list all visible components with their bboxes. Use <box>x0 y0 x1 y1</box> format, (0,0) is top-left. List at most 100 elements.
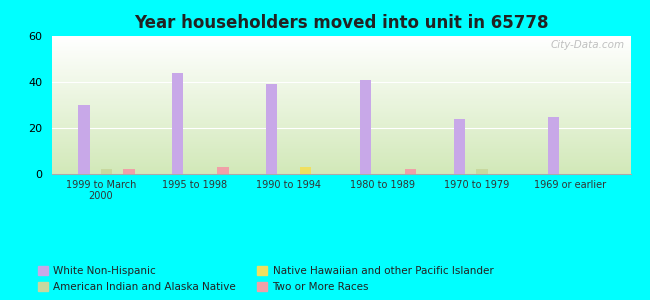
Bar <box>52 131 630 133</box>
Bar <box>52 148 630 149</box>
Bar <box>52 39 630 40</box>
Bar <box>52 144 630 145</box>
Bar <box>52 156 630 158</box>
Bar <box>52 52 630 54</box>
Bar <box>548 116 559 174</box>
Bar <box>172 73 183 174</box>
Bar <box>52 130 630 131</box>
Bar <box>52 153 630 155</box>
Bar <box>101 169 112 174</box>
Bar <box>405 169 417 174</box>
Bar <box>52 146 630 148</box>
Bar <box>52 88 630 90</box>
Bar <box>52 113 630 115</box>
Bar <box>52 172 630 174</box>
Bar <box>52 94 630 95</box>
Bar <box>52 69 630 70</box>
Bar <box>52 68 630 69</box>
Bar <box>52 151 630 152</box>
Legend: White Non-Hispanic, American Indian and Alaska Native, Native Hawaiian and other: White Non-Hispanic, American Indian and … <box>38 266 493 292</box>
Bar <box>52 167 630 169</box>
Bar <box>78 105 90 174</box>
Bar <box>52 47 630 48</box>
Bar <box>52 77 630 79</box>
Bar <box>52 80 630 82</box>
Bar <box>52 133 630 134</box>
Bar <box>52 135 630 137</box>
Bar <box>52 159 630 160</box>
Bar <box>52 155 630 156</box>
Bar <box>52 116 630 117</box>
Bar <box>52 48 630 50</box>
Bar <box>52 79 630 80</box>
Bar <box>52 171 630 172</box>
Bar <box>52 73 630 75</box>
Bar <box>266 84 278 174</box>
Bar <box>52 158 630 159</box>
Bar <box>52 103 630 105</box>
Bar <box>52 134 630 135</box>
Bar <box>52 76 630 77</box>
Bar <box>52 160 630 162</box>
Bar <box>52 117 630 119</box>
Bar <box>300 167 311 174</box>
Bar <box>52 152 630 153</box>
Bar <box>52 36 630 38</box>
Bar <box>52 166 630 167</box>
Bar <box>217 167 229 174</box>
Bar <box>52 40 630 41</box>
Bar <box>52 44 630 46</box>
Bar <box>124 169 135 174</box>
Bar <box>52 65 630 66</box>
Bar <box>52 169 630 170</box>
Title: Year householders moved into unit in 65778: Year householders moved into unit in 657… <box>134 14 549 32</box>
Bar <box>52 62 630 64</box>
Bar <box>52 95 630 97</box>
Bar <box>52 102 630 104</box>
Bar <box>360 80 371 174</box>
Bar <box>52 105 630 106</box>
Bar <box>454 119 465 174</box>
Bar <box>52 87 630 88</box>
Bar <box>52 86 630 87</box>
Bar <box>52 123 630 124</box>
Bar <box>52 46 630 47</box>
Bar <box>52 162 630 163</box>
Bar <box>52 127 630 128</box>
Bar <box>52 82 630 83</box>
Bar <box>52 83 630 84</box>
Bar <box>52 61 630 62</box>
Bar <box>52 91 630 93</box>
Bar <box>52 141 630 142</box>
Bar <box>52 51 630 52</box>
Bar <box>52 122 630 123</box>
Text: City-Data.com: City-Data.com <box>551 40 625 50</box>
Bar <box>52 142 630 144</box>
Bar <box>52 119 630 120</box>
Bar <box>52 54 630 55</box>
Bar <box>52 41 630 43</box>
Bar <box>52 163 630 164</box>
Bar <box>52 100 630 101</box>
Bar <box>52 124 630 126</box>
Bar <box>52 97 630 98</box>
Bar <box>52 64 630 65</box>
Bar <box>52 109 630 110</box>
Bar <box>476 169 488 174</box>
Bar <box>52 120 630 122</box>
Bar <box>52 38 630 39</box>
Bar <box>52 115 630 116</box>
Bar <box>52 57 630 58</box>
Bar <box>52 101 630 102</box>
Bar <box>52 59 630 61</box>
Bar <box>52 90 630 91</box>
Bar <box>52 98 630 100</box>
Bar <box>52 106 630 108</box>
Bar <box>52 110 630 112</box>
Bar <box>52 43 630 44</box>
Bar <box>52 149 630 151</box>
Bar <box>52 126 630 127</box>
Bar <box>52 58 630 59</box>
Bar <box>52 137 630 138</box>
Bar <box>52 84 630 86</box>
